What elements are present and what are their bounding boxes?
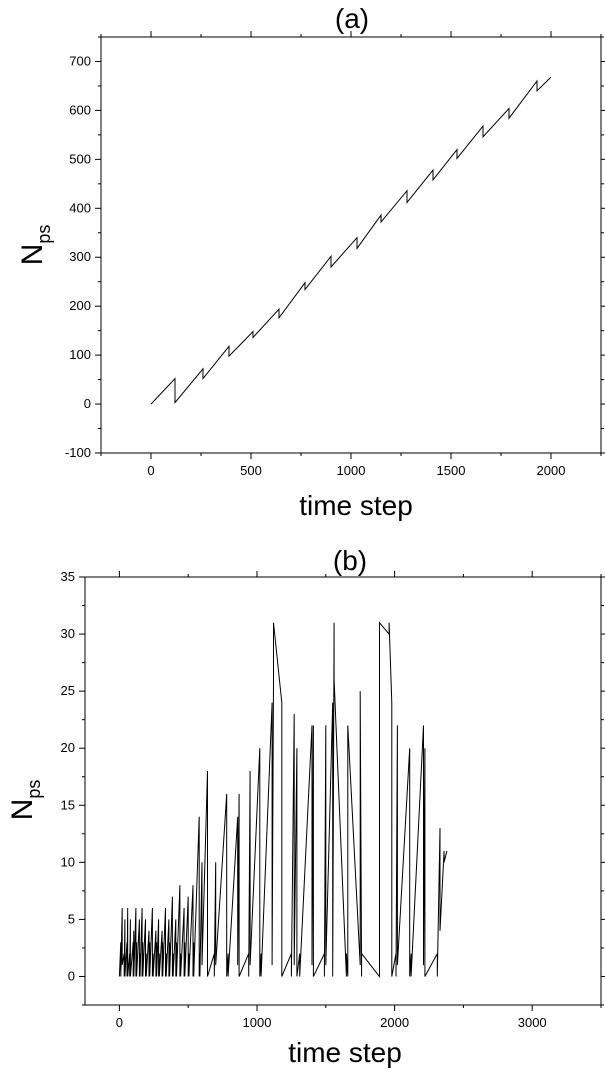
a-x-tick-label: 1500 — [437, 463, 466, 478]
a-x-tick-label: 1000 — [337, 463, 366, 478]
panel-a-chart: (a) 0 500 1000 1500 2000 -100 0 100 200 300 400 50… — [16, 3, 605, 521]
panel-a-x-ticks — [100, 31, 602, 459]
panel-b-y-tick-labels: 0 5 10 15 20 25 30 35 — [61, 569, 75, 983]
a-y-tick-label: 700 — [69, 53, 91, 68]
a-y-tick-label: 600 — [69, 102, 91, 117]
b-y-tick-label: 0 — [68, 968, 75, 983]
panel-b-y-ticks — [79, 576, 605, 1006]
panel-b-plot-frame — [84, 576, 602, 1006]
panel-a-y-axis-title: Nps — [16, 225, 54, 266]
b-y-tick-label: 10 — [61, 854, 75, 869]
panel-a-y-axis-main: N — [16, 244, 49, 266]
panel-a-title: (a) — [335, 3, 369, 34]
a-x-tick-label: 2000 — [537, 463, 566, 478]
a-y-tick-label: 0 — [84, 396, 91, 411]
panel-b-chart: (b) 0 1000 2000 3000 0 5 10 15 20 25 30 35 time st… — [6, 545, 605, 1068]
panel-b-y-axis-sub: ps — [24, 780, 44, 799]
svg-text:Nps: Nps — [6, 780, 44, 821]
panel-a-x-tick-labels: 0 500 1000 1500 2000 — [147, 463, 565, 478]
b-x-tick-label: 2000 — [380, 1015, 409, 1030]
b-y-tick-label: 5 — [68, 911, 75, 926]
b-y-tick-label: 35 — [61, 569, 75, 584]
b-x-tick-label: 0 — [116, 1015, 123, 1030]
a-x-tick-label: 500 — [240, 463, 262, 478]
a-x-tick-label: 0 — [147, 463, 154, 478]
svg-text:Nps: Nps — [16, 225, 54, 266]
a-y-tick-label: 300 — [69, 249, 91, 264]
panel-b-title: (b) — [333, 545, 367, 576]
panel-b-y-axis-main: N — [6, 799, 39, 821]
a-y-tick-label: -100 — [65, 445, 91, 460]
panel-b-series-line — [118, 621, 448, 978]
a-y-tick-label: 500 — [69, 151, 91, 166]
b-y-tick-label: 25 — [61, 683, 75, 698]
panel-b-x-axis-title: time step — [288, 1037, 402, 1068]
panel-b-x-ticks — [118, 571, 602, 1011]
b-y-tick-label: 15 — [61, 797, 75, 812]
panel-a-y-ticks — [95, 36, 605, 454]
a-y-tick-label: 200 — [69, 298, 91, 313]
panel-b-y-axis-title: Nps — [6, 780, 44, 821]
a-y-tick-label: 100 — [69, 347, 91, 362]
panel-a-series-line — [150, 76, 552, 405]
b-x-tick-label: 1000 — [243, 1015, 272, 1030]
panel-a-y-tick-labels: -100 0 100 200 300 400 500 600 700 — [65, 53, 91, 460]
panel-a-y-axis-sub: ps — [34, 225, 54, 244]
b-y-tick-label: 20 — [61, 740, 75, 755]
b-x-tick-label: 3000 — [518, 1015, 547, 1030]
panel-a-x-axis-title: time step — [299, 490, 413, 521]
a-y-tick-label: 400 — [69, 200, 91, 215]
panel-b-x-tick-labels: 0 1000 2000 3000 — [116, 1015, 547, 1030]
b-y-tick-label: 30 — [61, 626, 75, 641]
